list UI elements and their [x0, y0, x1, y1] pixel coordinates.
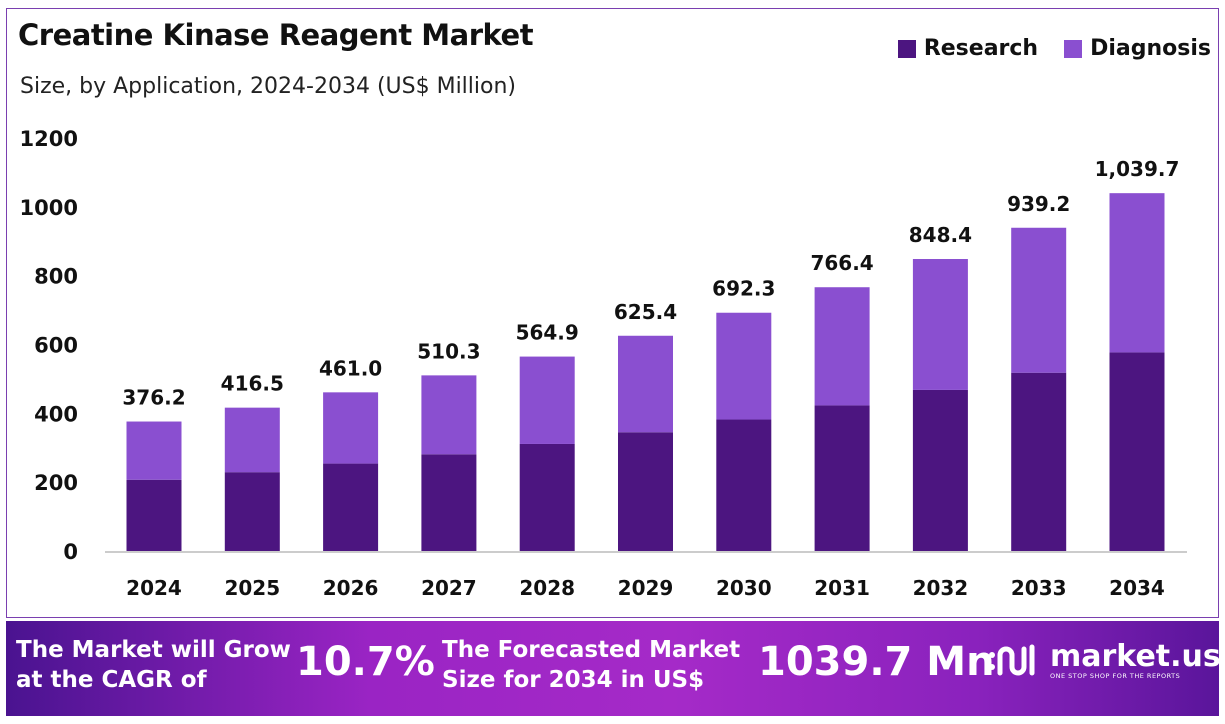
forecast-text-line2: Size for 2034 in US$ — [442, 667, 705, 693]
bar-research-2031 — [814, 405, 870, 551]
bar-diagnosis-2031 — [814, 287, 870, 406]
x-tick-label: 2033 — [1011, 576, 1067, 600]
bar-diagnosis-2029 — [618, 335, 673, 433]
legend: Research Diagnosis — [897, 36, 1211, 61]
y-tick-label: 200 — [34, 471, 78, 495]
bar-research-2025 — [224, 472, 280, 551]
footer-banner: The Market will Grow at the CAGR of 10.7… — [6, 621, 1221, 716]
logo-name: market.us — [1050, 639, 1221, 674]
forecast-text: The Forecasted Market Size for 2034 in U… — [442, 635, 740, 695]
bar-research-2026 — [323, 463, 379, 551]
total-label-2030: 692.3 — [712, 277, 775, 301]
bar-research-2027 — [421, 454, 477, 551]
total-label-2034: 1,039.7 — [1095, 157, 1180, 181]
logo-icon — [989, 644, 1035, 676]
chart-subtitle: Size, by Application, 2024-2034 (US$ Mil… — [20, 74, 516, 99]
bar-research-2032 — [912, 389, 968, 551]
total-label-2026: 461.0 — [319, 356, 382, 380]
bar-research-2034 — [1109, 352, 1165, 551]
chart-title: Creatine Kinase Reagent Market — [18, 18, 534, 52]
total-label-2024: 376.2 — [122, 386, 185, 410]
bar-diagnosis-2024 — [126, 421, 182, 480]
x-tick-label: 2032 — [913, 576, 969, 600]
forecast-value: 1039.7 Mn — [758, 639, 995, 685]
x-tick-label: 2031 — [814, 576, 870, 600]
total-label-2031: 766.4 — [810, 251, 873, 275]
logo-tagline: ONE STOP SHOP FOR THE REPORTS — [1050, 672, 1181, 680]
y-tick-label: 1000 — [20, 196, 78, 220]
legend-swatch-diagnosis — [1064, 39, 1083, 58]
x-tick-label: 2029 — [618, 576, 674, 600]
bar-diagnosis-2030 — [716, 312, 772, 420]
legend-item-research: Research — [897, 36, 1039, 61]
total-label-2029: 625.4 — [614, 300, 677, 324]
x-tick-label: 2030 — [716, 576, 772, 600]
legend-label-diagnosis: Diagnosis — [1090, 36, 1211, 61]
cagr-text-line2: at the CAGR of — [16, 667, 207, 693]
bar-diagnosis-2033 — [1011, 227, 1067, 373]
bar-diagnosis-2026 — [323, 392, 379, 464]
legend-swatch-research — [897, 39, 916, 58]
total-label-2027: 510.3 — [417, 339, 480, 363]
cagr-text: The Market will Grow at the CAGR of — [16, 635, 291, 695]
cagr-value: 10.7% — [296, 639, 435, 685]
x-tick-label: 2026 — [323, 576, 379, 600]
bar-research-2030 — [716, 419, 772, 551]
bar-diagnosis-2025 — [224, 407, 280, 473]
bar-diagnosis-2034 — [1109, 193, 1165, 353]
bar-research-2033 — [1011, 372, 1067, 551]
legend-item-diagnosis: Diagnosis — [1064, 36, 1211, 61]
bar-research-2024 — [126, 479, 182, 551]
bar-research-2028 — [519, 443, 575, 551]
y-tick-label: 400 — [34, 402, 78, 426]
bar-diagnosis-2032 — [912, 259, 968, 390]
total-label-2028: 564.9 — [516, 321, 579, 345]
bar-chart: 0 200 400 600 800 1000 1200 376.2 2024 416.5 2025 4… — [20, 127, 1187, 600]
x-tick-label: 2024 — [126, 576, 182, 600]
y-tick-label: 800 — [34, 265, 78, 289]
x-tick-label: 2028 — [519, 576, 575, 600]
total-label-2025: 416.5 — [221, 372, 284, 396]
bar-diagnosis-2027 — [421, 375, 477, 455]
y-tick-label: 0 — [63, 540, 78, 564]
x-tick-label: 2025 — [224, 576, 280, 600]
total-label-2033: 939.2 — [1007, 192, 1070, 216]
x-tick-label: 2027 — [421, 576, 477, 600]
marketus-logo: market.us ONE STOP SHOP FOR THE REPORTS — [986, 641, 1221, 681]
chart-frame — [6, 8, 1219, 618]
forecast-text-line1: The Forecasted Market — [442, 637, 741, 663]
y-tick-label: 600 — [34, 334, 78, 358]
y-tick-label: 1200 — [20, 127, 78, 151]
bar-diagnosis-2028 — [519, 356, 575, 444]
bar-research-2029 — [618, 432, 673, 551]
x-tick-label: 2034 — [1109, 576, 1165, 600]
cagr-text-line1: The Market will Grow — [16, 637, 291, 663]
legend-label-research: Research — [923, 36, 1039, 61]
total-label-2032: 848.4 — [909, 223, 972, 247]
